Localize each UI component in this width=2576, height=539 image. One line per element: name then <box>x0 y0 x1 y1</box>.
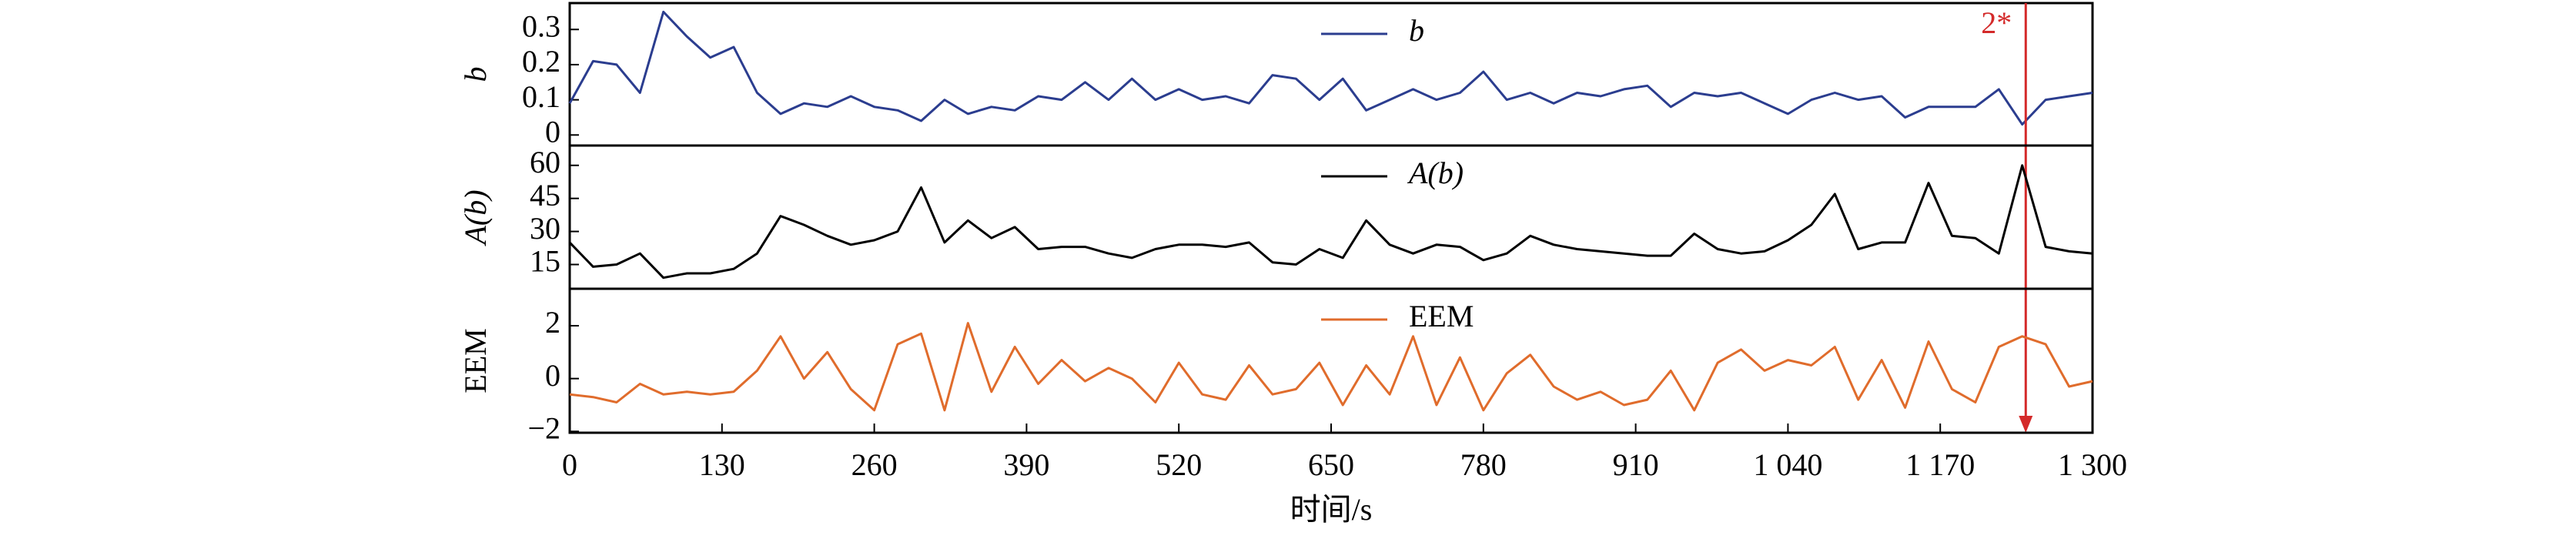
annotation-label: 2* <box>1981 5 2012 40</box>
y-tick-label: 45 <box>530 178 560 213</box>
x-tick-label: 260 <box>851 447 898 482</box>
y-tick-label: 0.1 <box>522 79 560 114</box>
x-tick-label: 390 <box>1003 447 1049 482</box>
y-axis-label: EEM <box>458 328 493 393</box>
y-tick-label: 2 <box>545 305 560 340</box>
data-line <box>568 164 2093 280</box>
y-tick-label: 0.2 <box>522 44 560 79</box>
x-tick-label: 1 170 <box>1905 447 1975 482</box>
x-axis-label: 时间/s <box>1290 492 1373 527</box>
data-line <box>569 322 2093 412</box>
x-tick-label: 910 <box>1613 447 1659 482</box>
panel-frame <box>568 2 2094 147</box>
y-tick-label: 15 <box>530 244 560 279</box>
x-tick-label: 520 <box>1156 447 1202 482</box>
panel-frame <box>568 144 2094 290</box>
y-tick-label: 30 <box>530 211 560 246</box>
y-tick-label: −2 <box>527 410 560 445</box>
y-tick-label: 0.3 <box>522 8 560 43</box>
x-tick-label: 0 <box>562 447 577 482</box>
x-tick-label: 1 300 <box>2058 447 2127 482</box>
legend-label: b <box>1409 13 1424 48</box>
x-tick-label: 130 <box>699 447 745 482</box>
y-axis-label: b <box>458 67 493 82</box>
x-tick-label: 650 <box>1308 447 1354 482</box>
y-tick-label: 0 <box>545 358 560 393</box>
y-tick-label: 0 <box>545 114 560 149</box>
legend-label: A(b) <box>1407 156 1464 190</box>
y-axis-label: A(b) <box>458 189 493 246</box>
legend-label: EEM <box>1409 299 1474 333</box>
panel-frame <box>568 287 2094 434</box>
x-tick-label: 1 040 <box>1753 447 1822 482</box>
x-tick-label: 780 <box>1460 447 1507 482</box>
data-line <box>568 10 2093 126</box>
y-tick-label: 60 <box>530 145 560 179</box>
marker-arrow <box>2019 416 2033 433</box>
